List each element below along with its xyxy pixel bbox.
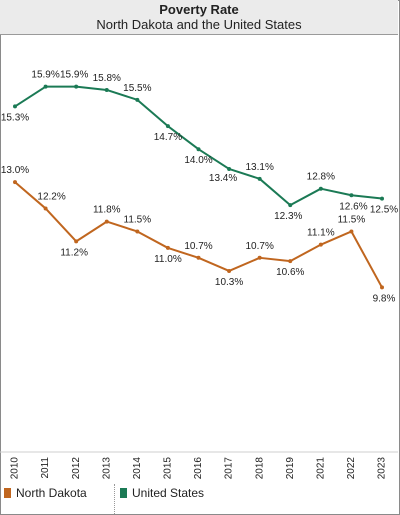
data-point [135,97,140,102]
data-label: 14.7% [154,132,182,143]
data-point [318,186,323,191]
data-point [227,268,232,273]
data-label: 11.2% [60,247,88,258]
legend-label-north-dakota: North Dakota [16,486,87,500]
data-label: 13.0% [1,165,29,176]
x-tick-label: 2022 [346,457,357,480]
data-point [288,259,293,264]
data-label: 15.3% [1,112,29,123]
chart-subtitle: North Dakota and the United States [96,17,302,32]
data-label: 15.8% [93,73,121,84]
data-label: 11.8% [93,205,121,216]
data-label: 11.0% [154,254,182,265]
series-line-united-states [14,85,383,207]
x-tick-label: 2014 [132,457,143,480]
data-label: 12.2% [37,191,65,202]
data-point [74,84,79,89]
data-point [349,193,354,198]
x-tick-label: 2017 [224,457,235,480]
data-point [104,219,109,224]
data-label: 15.9% [60,70,88,81]
x-tick-label: 2011 [40,457,51,479]
data-label: 11.5% [124,214,152,225]
x-tick-label: 2013 [101,457,112,480]
data-label: 15.9% [31,70,59,81]
x-tick-label: 2015 [163,457,174,480]
data-point [196,147,201,152]
data-point [13,180,17,185]
data-point [74,239,79,244]
data-label: 10.6% [276,267,304,278]
data-point [104,87,109,92]
data-point [318,242,323,247]
x-tick-label: 2021 [315,457,326,480]
data-label: 12.5% [370,205,398,216]
data-label: 11.1% [307,228,335,239]
data-point [380,196,384,201]
legend-swatch-united-states [120,488,127,498]
x-tick-label: 2019 [285,457,296,480]
x-tick-label: 2012 [71,457,82,480]
data-label: 13.4% [209,173,237,184]
data-point [349,229,354,234]
data-label: 13.1% [245,162,273,173]
data-point [257,176,262,181]
data-label: 9.8% [373,293,396,304]
legend-item-united-states[interactable]: United States [120,486,204,500]
x-tick-label: 2018 [254,457,265,480]
data-point [196,255,201,260]
data-point [257,255,262,260]
chart-title: Poverty Rate [159,2,239,17]
x-tick-label: 2023 [377,457,388,480]
x-tick-label: 2010 [10,457,21,480]
data-point [43,84,48,89]
legend-divider [114,484,116,514]
data-label: 15.5% [123,83,151,94]
data-point [43,206,48,211]
chart-header: Poverty Rate North Dakota and the United… [0,0,398,35]
data-label: 14.0% [184,155,212,166]
legend-label-united-states: United States [132,486,205,500]
data-point [13,104,17,109]
legend-swatch-north-dakota [4,488,11,498]
legend-item-north-dakota[interactable]: North Dakota [4,486,87,500]
legend: North Dakota United States [0,484,398,514]
data-label: 12.3% [274,211,302,222]
data-label: 10.3% [215,277,243,288]
data-label: 12.8% [307,172,335,183]
data-point [380,285,384,290]
data-label: 10.7% [245,241,273,252]
data-point [165,124,170,129]
data-point [135,229,140,234]
data-point [288,203,293,208]
data-point [165,245,170,250]
data-point [227,166,232,171]
data-label: 10.7% [184,241,212,252]
x-tick-label: 2016 [193,457,204,480]
data-label: 12.6% [339,201,367,212]
data-label: 11.5% [338,214,366,225]
